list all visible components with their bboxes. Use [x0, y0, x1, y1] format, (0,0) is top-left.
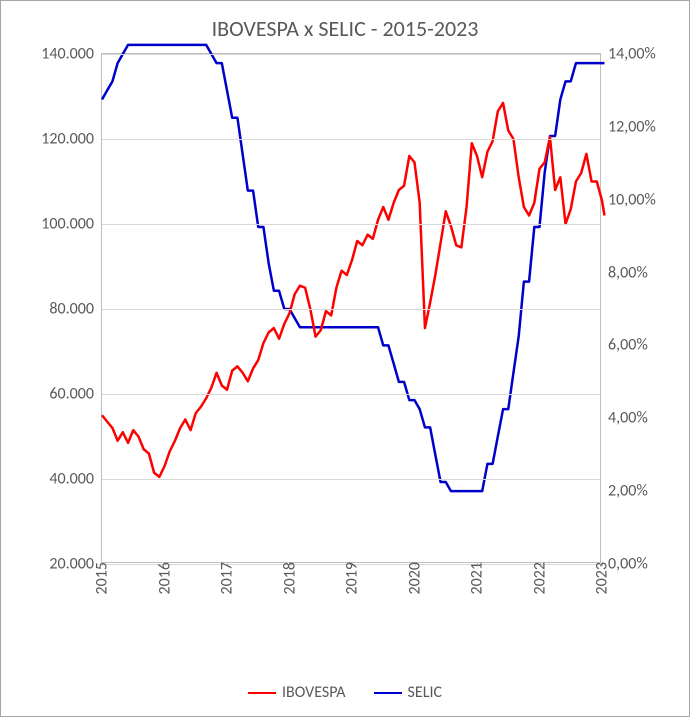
y-left-tick-label: 140.000 — [41, 45, 102, 64]
chart-title: IBOVESPA x SELIC - 2015-2023 — [1, 15, 689, 42]
grid-line — [102, 139, 600, 140]
x-tick-label: 2022 — [530, 562, 549, 602]
y-right-tick-label: 8,00% — [600, 263, 648, 282]
x-tick-label: 2020 — [405, 562, 424, 602]
legend: IBOVESPA SELIC — [1, 683, 689, 702]
y-right-tick-label: 4,00% — [600, 409, 648, 428]
y-right-tick-label: 6,00% — [600, 336, 648, 355]
legend-swatch-ibovespa — [248, 692, 276, 694]
x-tick-label: 2015 — [93, 562, 112, 602]
legend-swatch-selic — [374, 692, 402, 694]
grid-line — [102, 309, 600, 310]
selic-line — [102, 45, 605, 491]
ibovespa-line — [102, 103, 605, 477]
y-right-tick-label: 2,00% — [600, 482, 648, 501]
x-tick-label: 2019 — [343, 562, 362, 602]
y-right-tick-label: 12,00% — [600, 117, 656, 136]
plot-area: 20.00040.00060.00080.000100.000120.00014… — [101, 53, 601, 563]
legend-label-selic: SELIC — [408, 683, 442, 702]
grid-line — [102, 394, 600, 395]
x-tick-label: 2021 — [468, 562, 487, 602]
x-tick-label: 2016 — [155, 562, 174, 602]
grid-line — [102, 479, 600, 480]
y-left-tick-label: 60.000 — [49, 385, 102, 404]
legend-item-ibovespa: IBOVESPA — [248, 683, 346, 702]
y-left-tick-label: 40.000 — [49, 470, 102, 489]
x-tick-label: 2017 — [218, 562, 237, 602]
chart-container: IBOVESPA x SELIC - 2015-2023 20.00040.00… — [0, 0, 690, 717]
y-right-tick-label: 14,00% — [600, 45, 656, 64]
grid-line — [102, 224, 600, 225]
y-left-tick-label: 100.000 — [41, 215, 102, 234]
y-left-tick-label: 120.000 — [41, 130, 102, 149]
x-tick-label: 2018 — [280, 562, 299, 602]
y-left-tick-label: 80.000 — [49, 300, 102, 319]
x-tick-label: 2023 — [593, 562, 612, 602]
y-right-tick-label: 10,00% — [600, 190, 656, 209]
legend-label-ibovespa: IBOVESPA — [282, 683, 346, 702]
legend-item-selic: SELIC — [374, 683, 442, 702]
grid-line — [102, 54, 600, 55]
